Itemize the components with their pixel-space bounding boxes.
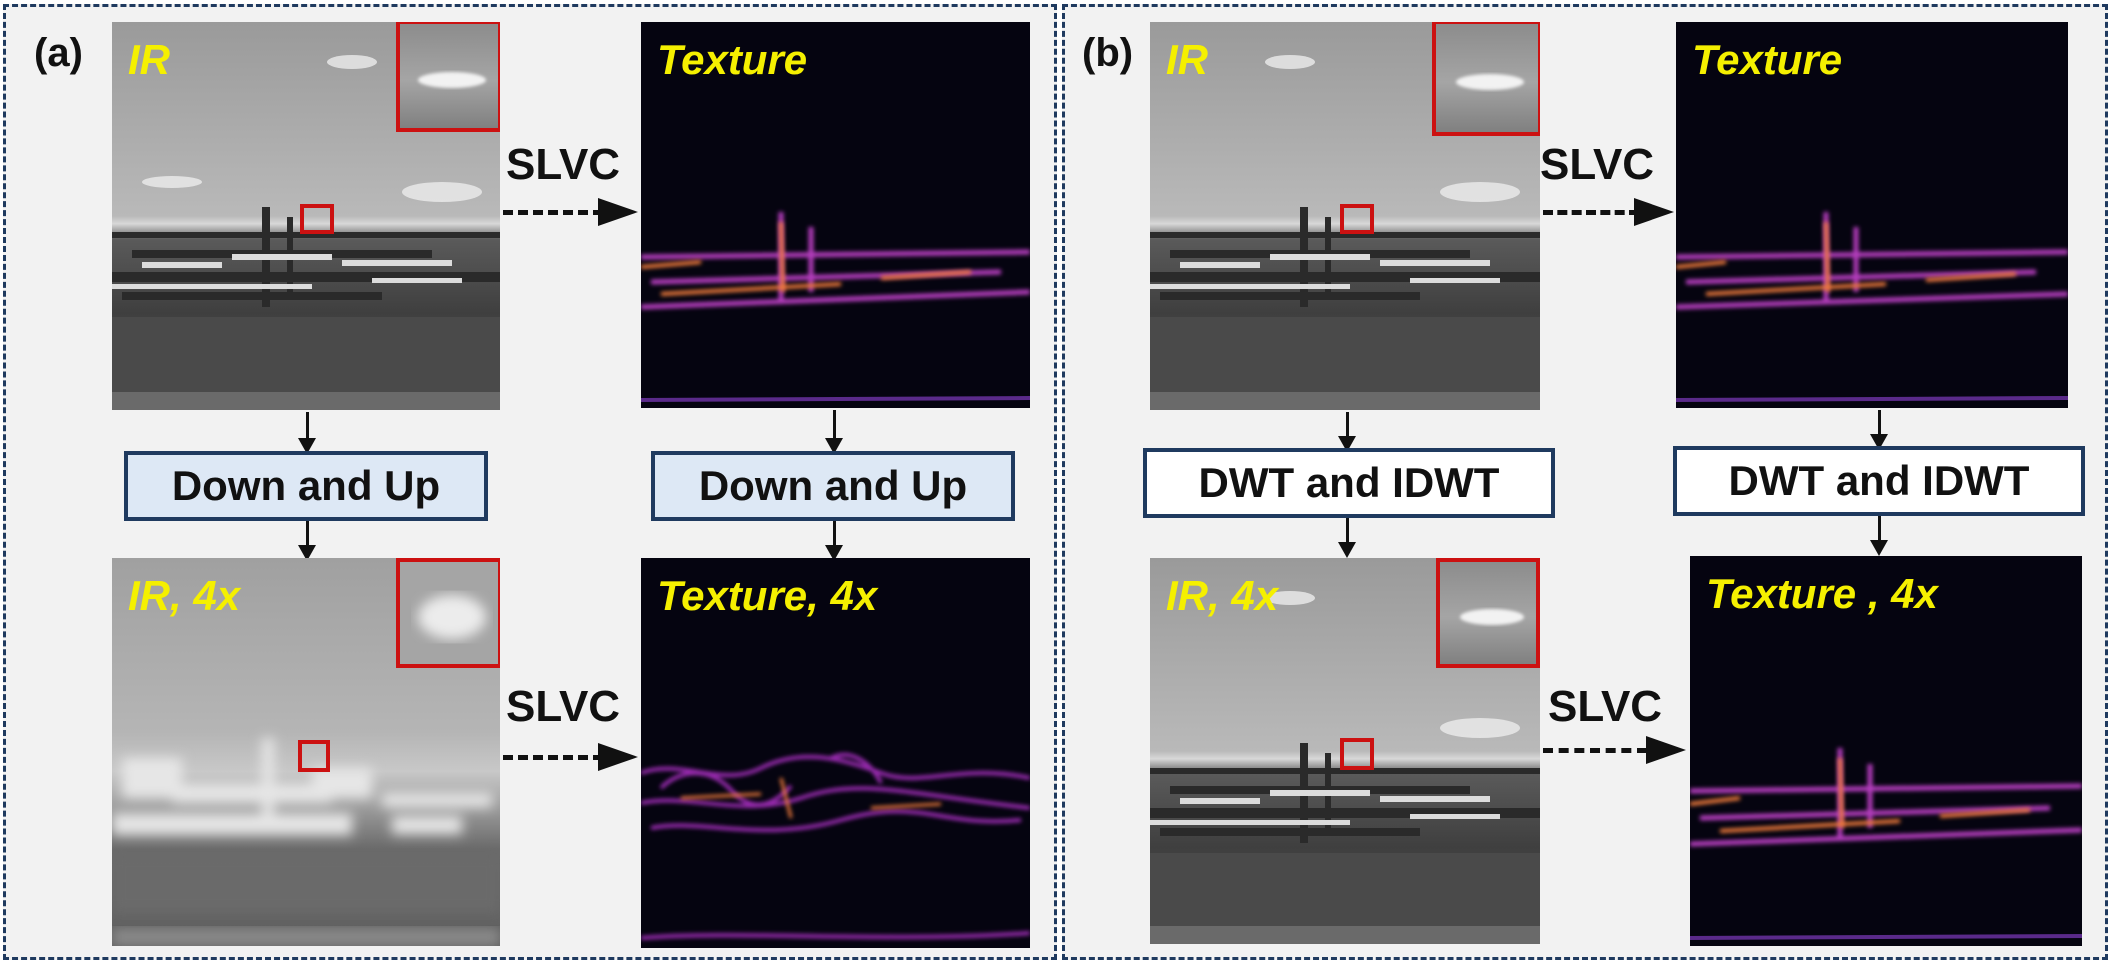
panel-a-slvc-arrow-2	[503, 755, 603, 760]
panel-b-ir4x-zoom-inset	[1436, 558, 1540, 668]
panel-b-ir-image: IR	[1150, 22, 1540, 410]
panel-b-texture-down-arrowhead-2	[1870, 540, 1888, 556]
panel-a-texture-label: Texture	[657, 36, 808, 83]
panel-b-ir-down-arrowhead-2	[1338, 542, 1356, 558]
panel-b-ir4x-image: IR, 4x	[1150, 558, 1540, 944]
panel-b-process-box-ir: DWT and IDWT	[1143, 448, 1555, 518]
panel-a-slvc-arrowhead-1	[598, 198, 638, 226]
panel-a-texture-down-arrowhead-2	[825, 545, 843, 561]
panel-a-ir-label: IR	[128, 36, 170, 83]
panel-b-texture-down-arrow-2	[1878, 516, 1881, 544]
panel-a-process-box-ir: Down and Up	[124, 451, 488, 521]
panel-b-texture4x-label: Texture , 4x	[1706, 570, 1938, 617]
panel-b-ir-roi	[1340, 204, 1374, 234]
panel-b-label: (b)	[1082, 31, 1134, 75]
panel-a-ir4x-image: IR, 4x	[112, 558, 500, 946]
panel-a-texture-down-arrow-2	[833, 521, 836, 549]
panel-b-ir-zoom-inset	[1432, 22, 1540, 136]
panel-a-ir4x-zoom-inset	[396, 558, 500, 668]
panel-b-slvc-arrow-1	[1543, 210, 1639, 215]
panel-a-ir-down-arrowhead	[298, 438, 316, 454]
panel-b-ir-down-arrow-2	[1346, 518, 1349, 546]
panel-a-ir4x-roi	[298, 740, 330, 772]
panel-a-ir-image: IR	[112, 22, 500, 410]
panel-b-texture4x-image: Texture , 4x	[1690, 556, 2082, 946]
panel-b-texture-label: Texture	[1692, 36, 1843, 83]
panel-b-ir-label: IR	[1166, 36, 1208, 83]
panel-a-process-box-texture: Down and Up	[651, 451, 1015, 521]
panel-b-slvc-arrowhead-1	[1634, 198, 1674, 226]
panel-a-texture-down-arrow	[833, 410, 836, 442]
panel-a-slvc-label-2: SLVC	[506, 682, 621, 731]
panel-b-slvc-label-2: SLVC	[1548, 682, 1663, 731]
panel-b-ir4x-label: IR, 4x	[1166, 572, 1279, 619]
panel-a-ir-down-arrow	[306, 412, 309, 442]
panel-b-slvc-arrow-2	[1543, 748, 1647, 753]
panel-a-label: (a)	[34, 31, 83, 75]
panel-b-ir-down-arrow	[1346, 412, 1349, 442]
panel-a-ir-zoom-inset	[396, 22, 500, 132]
panel-a-slvc-label-1: SLVC	[506, 140, 621, 189]
panel-a-slvc-arrowhead-2	[598, 743, 638, 771]
panel-a-slvc-arrow-1	[503, 210, 603, 215]
panel-b-ir4x-roi	[1340, 738, 1374, 770]
panel-b-texture-image: Texture	[1676, 22, 2068, 408]
panel-b-process-box-texture: DWT and IDWT	[1673, 446, 2085, 516]
panel-b-texture-down-arrow	[1878, 410, 1881, 440]
panel-a-texture-down-arrowhead	[825, 438, 843, 454]
panel-a-texture4x-label: Texture, 4x	[657, 572, 878, 619]
panel-a-ir-roi	[300, 204, 334, 234]
panel-a-ir-down-arrow-2	[306, 521, 309, 549]
panel-b-slvc-label-1: SLVC	[1540, 140, 1655, 189]
panel-a-ir-down-arrowhead-2	[298, 545, 316, 561]
panel-a-texture-image: Texture	[641, 22, 1030, 408]
panel-b-slvc-arrowhead-2	[1646, 736, 1686, 764]
panel-a-texture4x-image: Texture, 4x	[641, 558, 1030, 948]
panel-a-ir4x-label: IR, 4x	[128, 572, 241, 619]
